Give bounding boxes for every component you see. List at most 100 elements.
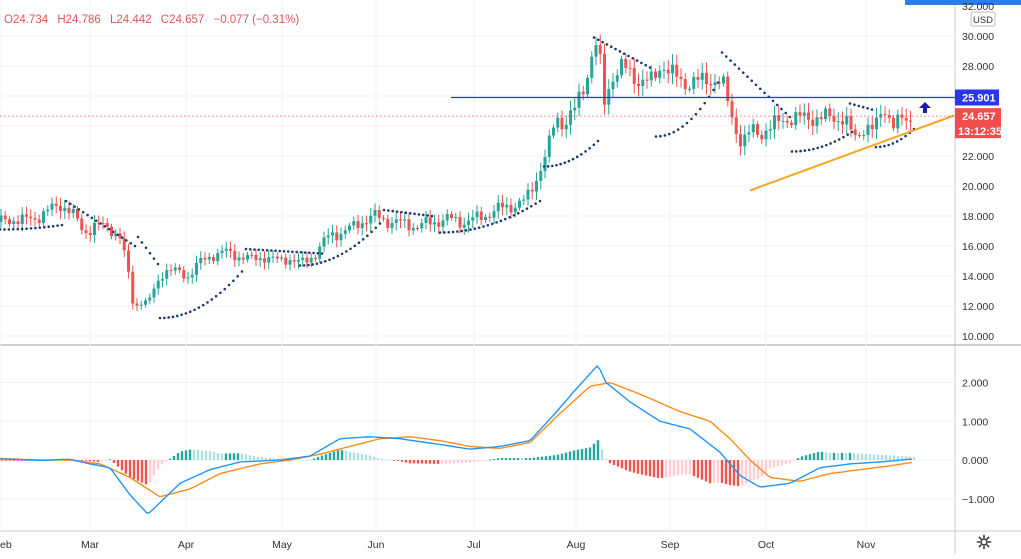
sar-dot — [99, 222, 102, 225]
sar-dot — [635, 59, 639, 62]
sar-dot — [7, 228, 11, 231]
candle-body — [445, 214, 449, 221]
candle-body — [577, 91, 581, 108]
sar-dot — [175, 314, 179, 318]
histogram-bar — [788, 460, 792, 464]
candle-body — [59, 205, 62, 212]
histogram-bar — [268, 457, 272, 460]
sar-dot — [382, 208, 386, 212]
candle-body — [20, 214, 24, 224]
sar-dot — [307, 263, 310, 267]
sar-dot — [81, 210, 85, 214]
sar-dot — [571, 157, 575, 161]
sar-dot — [320, 252, 324, 255]
candle-body — [373, 210, 377, 216]
sar-dot — [188, 310, 192, 313]
candle-body — [80, 218, 84, 231]
histogram-bar — [220, 453, 224, 460]
histogram-bar — [272, 458, 276, 460]
sar-dot — [417, 213, 421, 216]
candle-body — [156, 280, 160, 289]
candle-body — [63, 207, 67, 212]
histogram-bar — [672, 460, 676, 476]
histogram-bar — [864, 453, 868, 460]
candle-body — [390, 223, 394, 228]
sar-dot — [848, 102, 852, 105]
sar-dot — [357, 241, 361, 244]
sar-dot — [690, 117, 693, 121]
sar-dot — [378, 222, 382, 225]
histogram-bar — [596, 440, 600, 460]
candle-body — [683, 79, 687, 90]
candle-body — [722, 76, 725, 84]
histogram-bar — [244, 454, 248, 460]
candle-body — [773, 115, 776, 130]
candle-body — [462, 224, 466, 228]
candle-body — [428, 217, 432, 225]
histogram-bar — [120, 460, 124, 471]
sar-dot — [274, 249, 277, 253]
candle-body — [700, 72, 704, 80]
histogram-bar — [456, 460, 460, 464]
candle-body — [250, 254, 254, 256]
candle-body — [360, 223, 364, 229]
sar-dot — [315, 262, 319, 265]
candle-body — [118, 233, 122, 239]
histogram-bar — [100, 460, 104, 462]
sar-dot — [51, 224, 55, 228]
time-axis-label: Apr — [178, 539, 195, 551]
sar-dot — [883, 144, 886, 148]
histogram-bar — [804, 455, 808, 460]
sar-dot — [857, 104, 861, 108]
sar-dot — [311, 263, 314, 266]
histogram-bar — [452, 460, 456, 464]
sar-dot — [464, 229, 468, 232]
sar-dot — [302, 264, 306, 267]
candle-body — [50, 203, 54, 210]
candle-body — [161, 278, 164, 281]
histogram-bar — [912, 457, 916, 460]
sar-dot — [596, 139, 600, 143]
candle-body — [258, 258, 262, 261]
sar-dot — [426, 214, 429, 217]
candle-body — [649, 71, 653, 81]
candle-body — [224, 248, 228, 251]
candle-body — [535, 180, 538, 192]
gear-icon[interactable] — [976, 534, 992, 550]
candle-body — [377, 210, 381, 218]
price-axis-tick: 12.000 — [962, 301, 994, 313]
macd-axis-tick: −1.000 — [962, 494, 995, 506]
histogram-bar — [624, 460, 628, 470]
histogram-bar — [468, 460, 472, 463]
histogram-bar — [556, 454, 560, 460]
candle-body — [356, 221, 360, 229]
candle-body — [169, 270, 173, 272]
histogram-bar — [524, 458, 528, 460]
sar-dot — [542, 165, 546, 168]
histogram-bar — [712, 460, 716, 483]
change-value: −0.077 (−0.31%) — [213, 14, 300, 26]
histogram-bar — [628, 460, 632, 472]
histogram-bar — [12, 460, 16, 461]
sar-dot — [25, 227, 28, 230]
sar-dot — [614, 47, 617, 51]
macd-line — [0, 365, 913, 514]
candle-body — [386, 218, 390, 228]
histogram-bar — [752, 460, 756, 481]
support-trendline[interactable] — [749, 114, 955, 192]
histogram-bar — [156, 460, 160, 470]
candle-body — [343, 230, 347, 234]
candle-body — [233, 250, 237, 261]
macd-axis-tick: 0.000 — [962, 455, 988, 467]
candle-body — [883, 114, 887, 116]
candle-body — [127, 250, 130, 272]
histogram-bar — [420, 460, 424, 464]
candle-body — [870, 124, 874, 130]
sar-dot — [737, 67, 741, 70]
candle-body — [862, 135, 866, 137]
candle-body — [892, 117, 895, 129]
sar-dot — [622, 52, 626, 55]
histogram-bar — [408, 460, 412, 464]
sar-dot — [278, 249, 282, 253]
